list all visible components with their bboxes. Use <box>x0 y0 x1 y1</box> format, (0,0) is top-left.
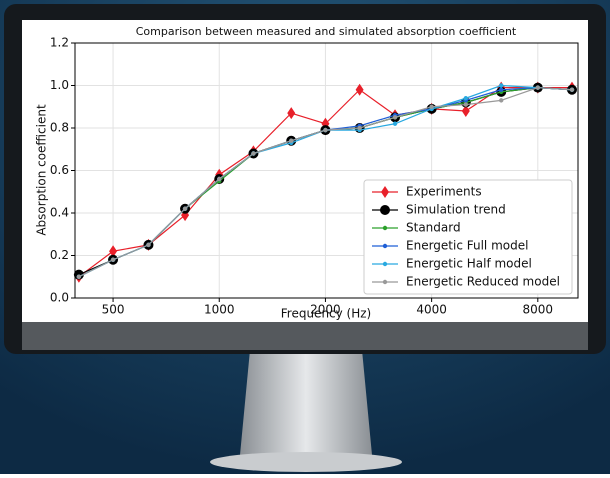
legend-label: Experiments <box>406 185 482 199</box>
monitor-scene: Comparison between measured and simulate… <box>0 0 610 474</box>
stand-base <box>210 452 402 472</box>
legend-marker <box>383 244 387 248</box>
legend-marker <box>380 205 390 215</box>
legend-marker <box>383 262 387 266</box>
y-tick-label: 0.8 <box>50 121 69 135</box>
marker <box>217 177 221 181</box>
legend-marker <box>383 226 387 230</box>
marker <box>251 151 255 155</box>
x-tick-label: 500 <box>102 303 125 317</box>
marker <box>77 275 81 279</box>
marker <box>183 207 187 211</box>
marker <box>464 102 468 106</box>
marker <box>111 258 115 262</box>
marker <box>323 128 327 132</box>
x-tick-label: 1000 <box>204 303 235 317</box>
y-tick-label: 0.2 <box>50 248 69 262</box>
marker <box>429 105 433 109</box>
marker <box>499 83 503 87</box>
marker <box>357 126 361 130</box>
marker <box>393 122 397 126</box>
marker <box>499 88 503 92</box>
legend-label: Standard <box>406 221 461 235</box>
marker <box>536 85 540 89</box>
x-tick-label: 4000 <box>416 303 447 317</box>
marker <box>289 139 293 143</box>
monitor-chin <box>22 322 588 350</box>
legend-label: Simulation trend <box>406 203 506 217</box>
marker <box>146 243 150 247</box>
y-tick-label: 0.6 <box>50 163 69 177</box>
y-tick-label: 1.0 <box>50 78 69 92</box>
legend-label: Energetic Reduced model <box>406 275 560 289</box>
legend-label: Energetic Half model <box>406 257 532 271</box>
stand-neck <box>240 350 372 455</box>
y-tick-label: 0.0 <box>50 291 69 305</box>
marker <box>393 115 397 119</box>
y-tick-label: 1.2 <box>50 36 69 50</box>
y-tick-label: 0.4 <box>50 206 69 220</box>
y-axis-label: Absorption coefficient <box>35 104 49 236</box>
chart-title: Comparison between measured and simulate… <box>136 25 517 38</box>
legend-marker <box>383 280 387 284</box>
marker <box>570 88 574 92</box>
marker <box>499 98 503 102</box>
x-tick-label: 8000 <box>523 303 554 317</box>
x-tick-label: 2000 <box>310 303 341 317</box>
legend-label: Energetic Full model <box>406 239 528 253</box>
marker <box>464 96 468 100</box>
